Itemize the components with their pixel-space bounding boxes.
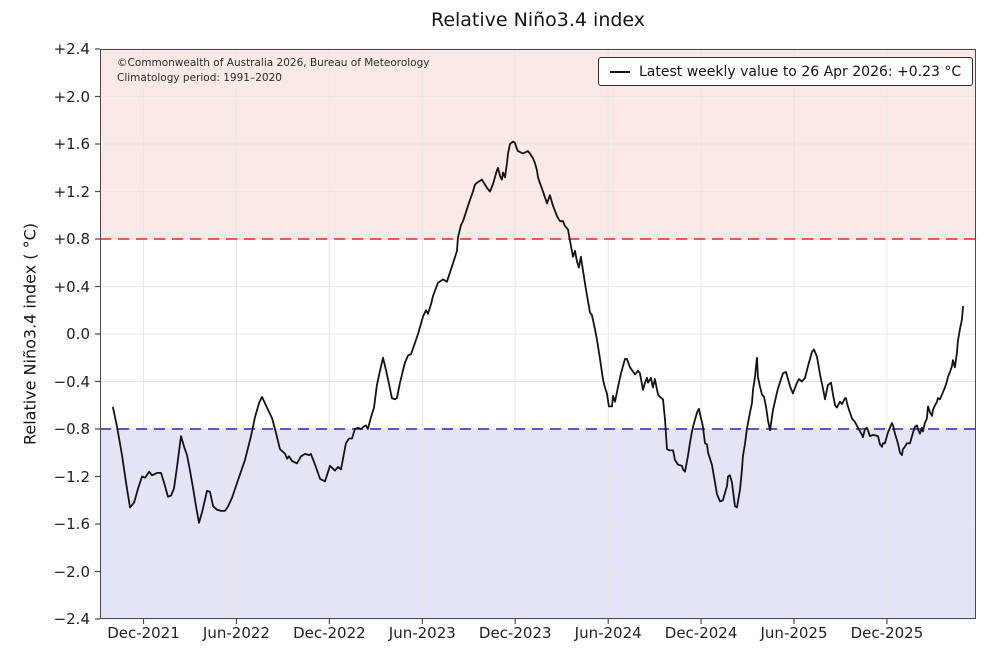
y-tick-label: −1.2 — [53, 467, 90, 486]
copyright-line1: ©Commonwealth of Australia 2026, Bureau … — [117, 57, 430, 69]
x-tick-label: Dec-2025 — [850, 624, 924, 642]
y-tick-label: −2.4 — [53, 610, 90, 628]
chart-title: Relative Niño3.4 index — [430, 9, 646, 31]
y-tick-label: +2.4 — [53, 40, 90, 58]
y-tick-label: +0.8 — [53, 230, 90, 248]
y-tick-label: +1.2 — [53, 182, 90, 201]
legend-box: Latest weekly value to 26 Apr 2026: +0.2… — [598, 57, 974, 86]
y-tick-label: 0.0 — [66, 325, 90, 343]
x-tick-label: Jun-2024 — [574, 624, 642, 642]
x-tick-label: Jun-2025 — [760, 624, 828, 642]
y-tick-label: −0.4 — [53, 372, 90, 391]
y-tick-label: −0.8 — [53, 420, 90, 438]
x-tick-label: Jun-2022 — [202, 624, 270, 642]
y-tick-label: −1.6 — [53, 515, 90, 533]
y-tick-label: +2.0 — [53, 87, 90, 106]
x-tick-label: Dec-2022 — [293, 624, 366, 642]
legend-label: Latest weekly value to 26 Apr 2026: +0.2… — [639, 63, 962, 80]
copyright-annotation: ©Commonwealth of Australia 2026, Bureau … — [117, 56, 429, 86]
y-tick-label: +0.4 — [53, 277, 90, 296]
plot-area — [95, 48, 976, 624]
legend-line-sample — [610, 70, 630, 73]
x-tick-label: Dec-2024 — [664, 624, 738, 642]
y-tick-label: +1.6 — [53, 135, 90, 153]
copyright-line2: Climatology period: 1991–2020 — [117, 72, 282, 84]
nino34-series-line — [112, 140, 964, 524]
y-tick-label: −2.0 — [53, 562, 90, 581]
x-tick-label: Dec-2023 — [478, 624, 552, 642]
x-tick-label: Jun-2023 — [388, 624, 456, 642]
plot-svg — [95, 48, 976, 624]
x-tick-label: Dec-2021 — [107, 624, 180, 642]
